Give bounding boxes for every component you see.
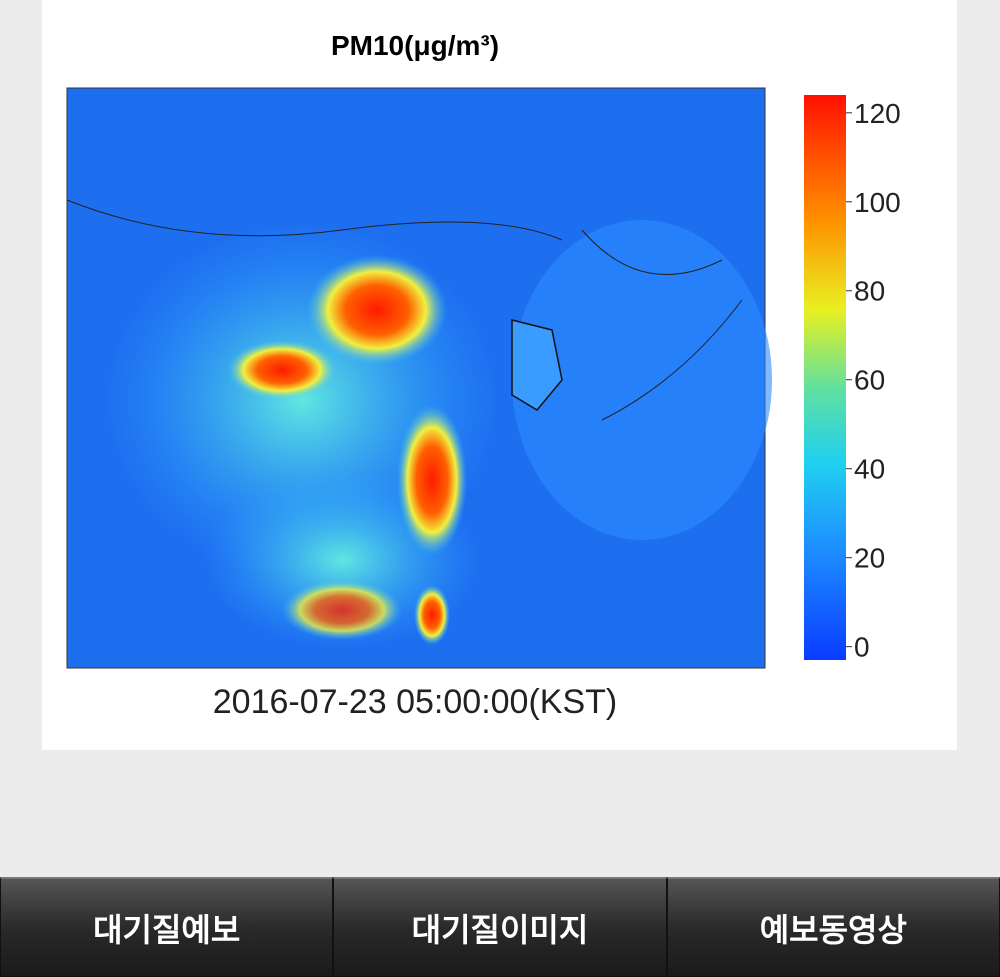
colorbar-tick-label: 40	[854, 454, 885, 485]
timestamp: 2016-07-23 05:00:00(KST)	[213, 683, 617, 721]
colorbar-tick-label: 20	[854, 543, 885, 574]
tab[interactable]: 대기질이미지	[333, 877, 667, 977]
colorbar-tick-label: 100	[854, 187, 901, 218]
tab-bar: 대기질예보 대기질이미지 예보동영상	[0, 877, 1000, 977]
colorbar-tick-label: 80	[854, 276, 885, 307]
tab[interactable]: 예보동영상	[666, 877, 1000, 977]
colorbar-tick-label: 60	[854, 365, 885, 396]
tab[interactable]: 대기질예보	[0, 877, 334, 977]
map-title: PM10(μg/m³)	[331, 30, 499, 61]
map	[66, 87, 772, 669]
colorbar-tick-label: 120	[854, 98, 901, 129]
map-card: PM10(μg/m³) 0 20 40 60 80 100 120 2016-07-23 0…	[42, 0, 957, 750]
colorbar-tick-label: 0	[854, 632, 870, 663]
map-figure: PM10(μg/m³) 0 20 40 60 80 100 120 2016-07-23 0…	[66, 30, 901, 721]
colorbar	[804, 95, 846, 660]
